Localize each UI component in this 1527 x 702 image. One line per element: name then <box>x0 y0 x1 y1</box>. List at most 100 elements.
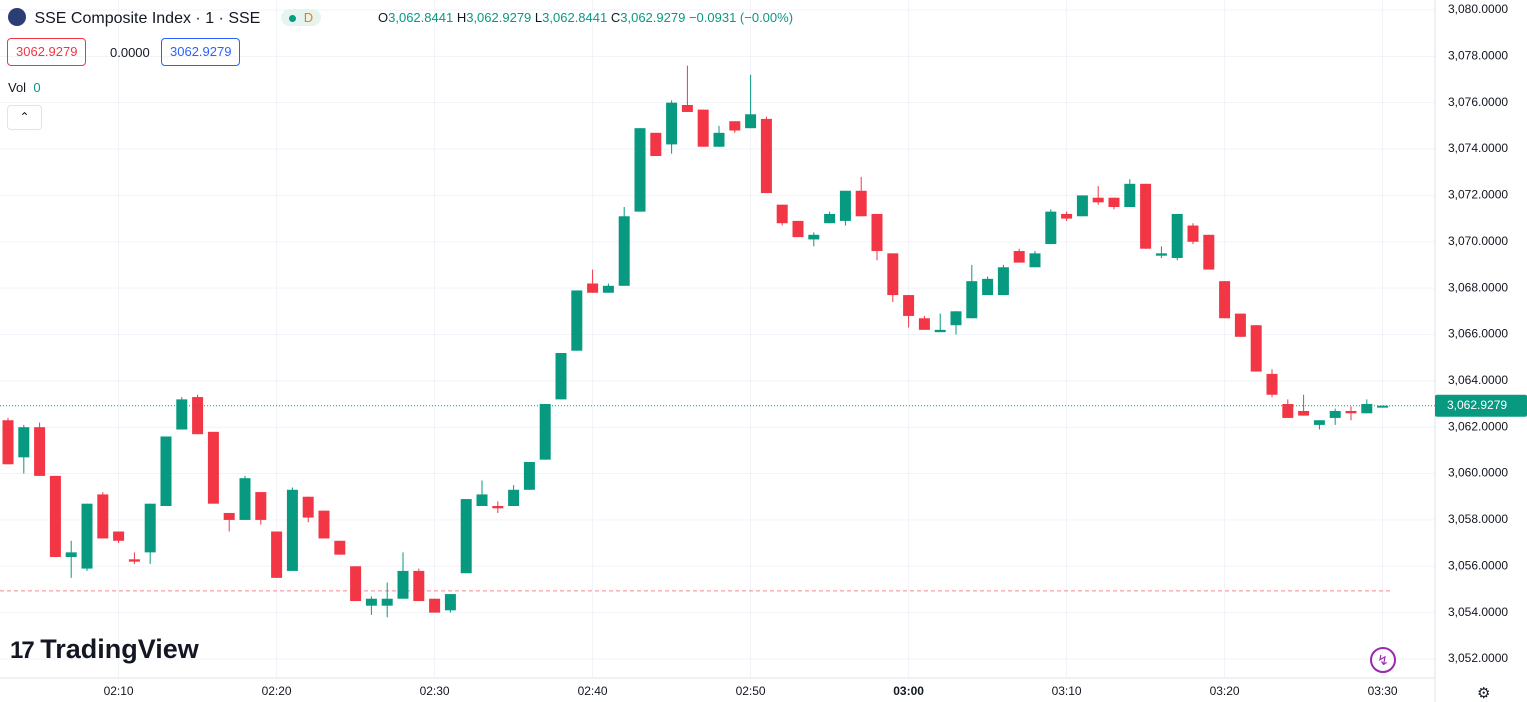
candle-body <box>602 285 614 293</box>
y-tick-label: 3,064.0000 <box>1448 373 1508 387</box>
candle-body <box>97 494 109 539</box>
symbol-icon <box>8 8 26 26</box>
y-tick-label: 3,070.0000 <box>1448 234 1508 248</box>
y-tick-label: 3,068.0000 <box>1448 280 1508 294</box>
y-tick-label: 3,054.0000 <box>1448 605 1508 619</box>
x-tick-label: 03:10 <box>1052 684 1082 698</box>
ohlc-value: 3,062.9279 <box>620 10 686 25</box>
candle-body <box>302 496 314 518</box>
candle-body <box>318 510 330 539</box>
candle-body <box>745 114 757 129</box>
candle-body <box>334 540 346 555</box>
y-tick-label: 3,072.0000 <box>1448 188 1508 202</box>
ohlc-key: H <box>456 10 467 25</box>
ohlc-row: O3,062.8441 H3,062.9279 L3,062.8441 C3,0… <box>378 10 793 25</box>
candle-body <box>65 552 77 558</box>
last-price-box <box>1435 394 1527 417</box>
candle-body <box>176 399 188 430</box>
candle-body <box>1061 213 1073 219</box>
candle-body <box>1361 404 1373 414</box>
candle-body <box>144 503 156 553</box>
y-tick-label: 3,080.0000 <box>1448 2 1508 16</box>
y-tick-label: 3,076.0000 <box>1448 95 1508 109</box>
candle-body <box>997 267 1009 296</box>
candle-body <box>950 311 962 326</box>
candle-body <box>1377 405 1389 408</box>
candle-body <box>460 499 472 574</box>
candle-body <box>1282 404 1294 418</box>
ohlc-value: 3,062.8441 <box>388 10 454 25</box>
candle-body <box>855 190 867 217</box>
candle-body <box>587 283 599 293</box>
lightning-button[interactable]: ↯ <box>1370 647 1396 673</box>
candle-body <box>1045 211 1057 245</box>
candle-body <box>523 461 535 490</box>
candle-body <box>666 102 678 145</box>
candle-body <box>1029 253 1041 268</box>
candle-body <box>2 420 14 465</box>
y-tick-label: 3,066.0000 <box>1448 327 1508 341</box>
candle-body <box>128 559 140 562</box>
last-price-label: 3,062.9279 <box>1447 398 1507 412</box>
candle-body <box>1092 197 1104 203</box>
candle-body <box>1108 197 1120 207</box>
candle-body <box>476 494 488 507</box>
x-tick-label: 03:30 <box>1368 684 1398 698</box>
sell-price[interactable]: 3062.9279 <box>7 38 87 66</box>
candle-body <box>1124 183 1136 207</box>
y-tick-label: 3,074.0000 <box>1448 141 1508 155</box>
candle-body <box>555 353 567 400</box>
candle-body <box>508 489 520 507</box>
candle-body <box>634 128 646 212</box>
candle-body <box>982 278 994 296</box>
y-tick-label: 3,060.0000 <box>1448 466 1508 480</box>
candle-body <box>381 598 393 606</box>
settings-button[interactable]: ⚙ <box>1477 685 1491 702</box>
candle-body <box>1329 410 1341 418</box>
candle-body <box>650 132 662 156</box>
candle-body <box>808 234 820 240</box>
candle-body <box>966 281 978 319</box>
symbol-title: SSE Composite Index · 1 · SSE <box>34 10 261 27</box>
symbol-row: SSE Composite Index · 1 · SSE D <box>8 8 322 28</box>
candle-body <box>1076 195 1088 217</box>
volume-label: Vol <box>8 80 27 95</box>
candle-body <box>429 598 441 613</box>
collapse-button[interactable]: ⌃ <box>7 105 42 130</box>
candle-body <box>934 329 946 333</box>
candle-body <box>1266 373 1278 395</box>
volume-row: Vol 0 <box>8 80 41 95</box>
candle-body <box>760 118 772 194</box>
candle-body <box>207 431 219 504</box>
candle-body <box>223 512 235 520</box>
candle-body <box>397 570 409 599</box>
candle-body <box>350 566 362 602</box>
y-tick-label: 3,058.0000 <box>1448 512 1508 526</box>
x-tick-label: 02:50 <box>736 684 766 698</box>
candle-body <box>113 531 125 541</box>
candle-body <box>729 121 741 131</box>
y-tick-label: 3,078.0000 <box>1448 48 1508 62</box>
status-badge[interactable]: D <box>280 9 322 26</box>
candle-body <box>255 492 267 520</box>
candle-body <box>192 397 204 435</box>
ohlc-key: C <box>610 10 621 25</box>
candle-body <box>444 594 456 611</box>
candle-body <box>239 478 251 520</box>
candle-body <box>792 220 804 238</box>
candle-body <box>271 531 283 578</box>
volume-value: 0 <box>33 80 41 95</box>
candle-body <box>1298 410 1310 416</box>
x-tick-label: 02:30 <box>420 684 450 698</box>
candle-body <box>413 570 425 602</box>
candle-body <box>539 404 551 460</box>
candle-body <box>160 436 172 507</box>
candle-body <box>492 506 504 509</box>
candle-body <box>1171 213 1183 258</box>
candle-body <box>1187 225 1199 242</box>
candle-body <box>571 290 583 351</box>
buy-price[interactable]: 3062.9279 <box>161 38 241 66</box>
candle-body <box>1313 420 1325 425</box>
candle-body <box>871 213 883 252</box>
